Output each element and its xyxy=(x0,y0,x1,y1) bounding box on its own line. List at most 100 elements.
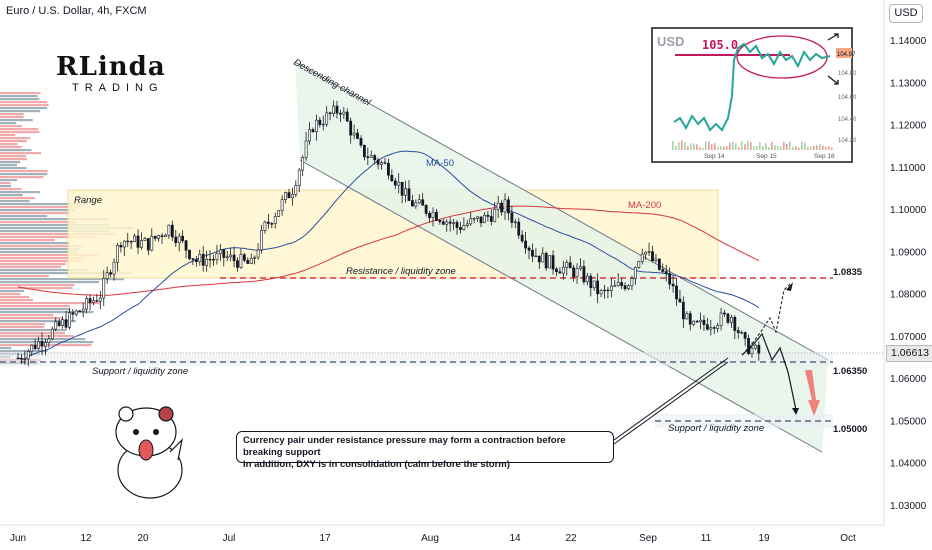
projection-bullish xyxy=(741,283,791,356)
volume-profile-bar xyxy=(0,314,54,317)
volume-profile-bar xyxy=(0,122,17,125)
candle-body xyxy=(637,261,641,268)
volume-profile-bar xyxy=(0,311,94,314)
candle-body xyxy=(177,235,181,244)
inset-volume-bar xyxy=(768,147,770,150)
candle-body xyxy=(160,235,164,237)
x-tick-label: 14 xyxy=(509,533,521,544)
candle-body xyxy=(393,180,397,186)
x-tick-label: 22 xyxy=(565,533,577,544)
candle-body xyxy=(16,357,20,360)
callout-line-2: In addition, DXY is in consolidation (ca… xyxy=(243,459,510,470)
candle-body xyxy=(465,223,469,226)
volume-profile-bar xyxy=(0,206,83,209)
inset-volume-bar xyxy=(792,146,794,150)
candle-body xyxy=(98,297,102,302)
candle-body xyxy=(472,218,476,220)
volume-profile-bar xyxy=(0,194,23,197)
currency-button[interactable]: USD xyxy=(889,4,923,23)
candle-body xyxy=(266,221,270,224)
candle-body xyxy=(270,223,274,225)
candle-body xyxy=(723,312,726,315)
inset-volume-bar xyxy=(822,145,824,150)
candle-body xyxy=(486,214,490,217)
candle-body xyxy=(657,258,661,270)
candle-body xyxy=(218,249,222,254)
range-label: Range xyxy=(74,195,102,206)
candle-body xyxy=(256,249,260,258)
candle-body xyxy=(363,144,366,158)
candle-body xyxy=(627,285,630,290)
candle-body xyxy=(102,278,106,299)
ma200-line xyxy=(17,205,760,296)
x-tick-label: Jun xyxy=(10,533,26,544)
candle-body xyxy=(493,208,497,222)
x-tick-label: 12 xyxy=(80,533,92,544)
volume-profile-bar xyxy=(0,203,88,206)
volume-profile-bar xyxy=(0,230,109,233)
y-tick-label: 1.07000 xyxy=(890,332,927,343)
volume-profile-bar xyxy=(0,302,100,305)
mascot-bear-icon xyxy=(115,406,183,499)
candle-body xyxy=(709,327,713,330)
candle-body xyxy=(174,236,178,244)
candle-body xyxy=(555,268,558,273)
candle-body xyxy=(630,278,634,287)
inset-volume-bar xyxy=(711,144,713,150)
inset-volume-bar xyxy=(813,145,815,150)
volume-profile-bar xyxy=(0,251,77,254)
last-price-tag: 1.06613 xyxy=(886,345,932,362)
candle-body xyxy=(260,230,263,251)
inset-volume-bar xyxy=(771,141,773,150)
inset-volume-bar xyxy=(747,141,749,150)
candle-body xyxy=(157,235,161,239)
candle-body xyxy=(369,155,373,158)
candle-body xyxy=(201,253,205,266)
inset-volume-bar xyxy=(762,146,764,150)
volume-profile-bar xyxy=(0,239,56,242)
candle-body xyxy=(23,358,27,361)
time-axis-labels: Jun 12 20 Jul 17 Aug 14 22 Sep 11 19 Oct xyxy=(10,533,856,544)
inset-volume-bar xyxy=(681,140,683,150)
volume-profile-bar xyxy=(0,149,32,152)
x-tick-label: 19 xyxy=(758,533,770,544)
volume-profile-bar xyxy=(0,272,131,275)
candle-body xyxy=(750,347,754,355)
candle-body xyxy=(603,289,606,292)
candle-body xyxy=(500,202,503,213)
candle-body xyxy=(68,312,71,328)
inset-volume-bar xyxy=(798,147,800,150)
candle-body xyxy=(191,258,195,260)
volume-profile-bar xyxy=(0,164,17,167)
volume-profile-bar xyxy=(0,338,86,341)
candle-body xyxy=(30,344,34,352)
candle-body xyxy=(476,216,479,219)
candle-body xyxy=(654,258,658,262)
candle-body xyxy=(143,238,147,241)
candle-body xyxy=(459,227,462,230)
candle-body xyxy=(88,298,92,303)
candle-body xyxy=(164,234,167,237)
price-axis-panel xyxy=(884,0,932,550)
candle-body xyxy=(462,225,466,230)
candle-body xyxy=(153,235,157,239)
volume-profile-bar xyxy=(0,266,61,269)
volume-profile-bar xyxy=(0,233,117,236)
volume-profile-bar xyxy=(0,317,63,320)
candle-body xyxy=(249,257,253,264)
volume-profile-bar xyxy=(0,296,30,299)
candle-body xyxy=(531,249,534,257)
candle-body xyxy=(489,216,493,222)
candle-body xyxy=(325,112,329,125)
y-tick-label: 1.10000 xyxy=(890,205,927,216)
volume-profile-bar xyxy=(0,182,11,185)
candle-body xyxy=(503,199,507,213)
candle-body xyxy=(356,132,359,139)
candle-body xyxy=(208,258,212,261)
candle-body xyxy=(194,259,198,263)
candle-body xyxy=(225,256,229,258)
volume-profile-bar xyxy=(0,125,22,128)
volume-profile-bar xyxy=(0,209,76,212)
projection-bearish xyxy=(741,332,797,411)
